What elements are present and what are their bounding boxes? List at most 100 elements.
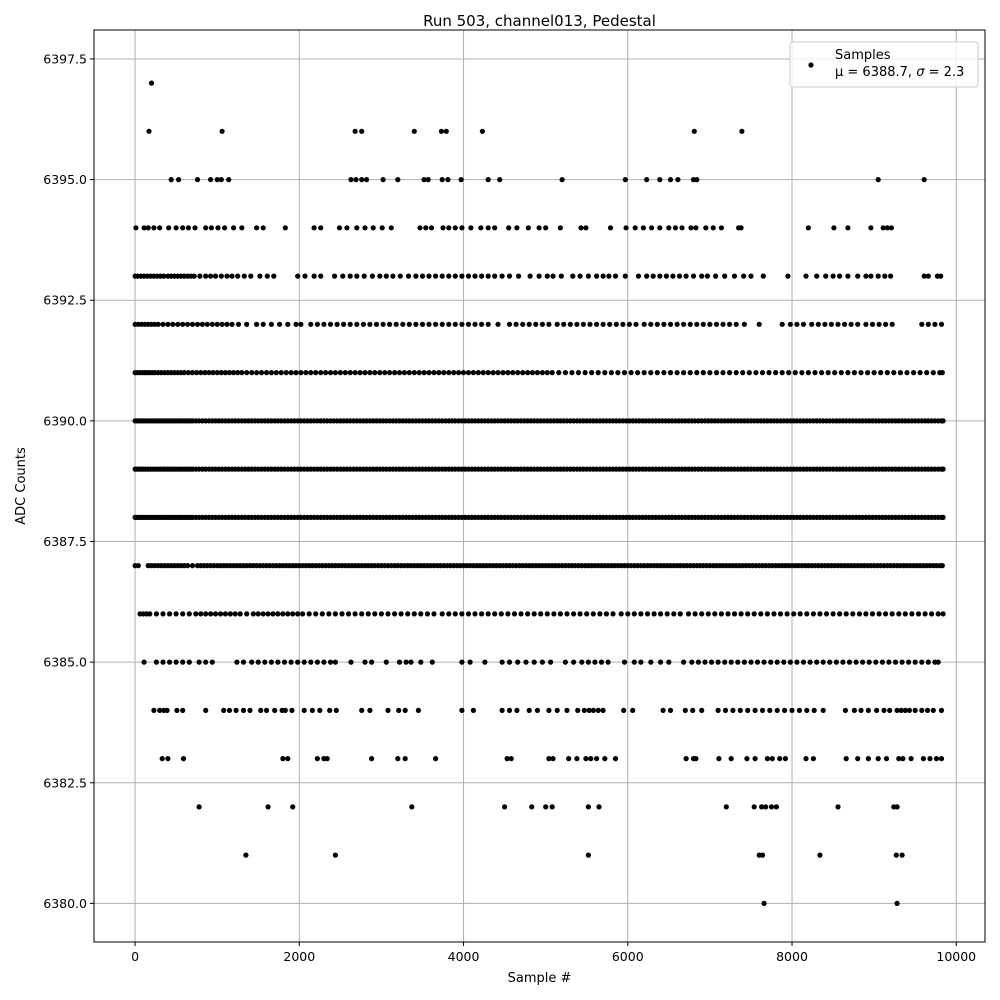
data-point [360,321,366,327]
data-point [185,370,191,376]
data-point [208,611,214,617]
data-point [295,273,301,279]
data-point [409,804,415,810]
data-point [235,321,242,327]
data-point [141,225,147,231]
data-point [189,370,196,376]
data-point [515,659,521,665]
y-tick-label: 6390.0 [43,413,87,428]
data-point [575,370,582,376]
data-point [421,370,427,376]
data-point [164,707,170,714]
data-point [367,707,373,714]
data-point [630,707,636,714]
data-point [800,659,807,665]
data-point [759,852,766,858]
data-point [863,611,869,617]
data-point [446,611,452,617]
data-point [667,370,674,376]
data-point [166,225,172,231]
data-point [713,370,720,376]
data-point [667,321,674,327]
data-point [785,273,791,279]
data-point [938,273,944,279]
data-point [693,756,699,762]
data-point [254,225,260,231]
data-point [666,659,672,665]
data-point [564,611,570,617]
data-point [268,370,274,376]
data-point [759,804,765,810]
data-point [353,177,359,183]
data-point [209,321,215,327]
data-point [550,273,556,279]
data-point [206,370,212,376]
data-point [814,659,820,665]
data-point [313,611,319,617]
data-point [549,804,555,810]
data-point [239,225,245,231]
data-point [467,659,473,665]
data-point [865,370,871,376]
data-point [210,370,216,376]
data-point [425,177,431,183]
data-point [687,321,693,327]
data-point [526,707,532,714]
data-point [830,611,836,617]
data-point [718,611,725,617]
data-point [803,756,809,762]
data-point [804,611,810,617]
data-point [298,370,304,376]
data-point [569,370,575,376]
data-point [889,321,895,327]
data-point [492,611,498,617]
data-point [413,321,419,327]
data-point [189,321,196,327]
y-tick-label: 6397.5 [43,51,87,66]
data-point [649,225,655,231]
data-point [681,321,687,327]
data-point [681,659,687,665]
data-point [546,707,552,714]
data-point [589,370,595,376]
data-point [865,707,872,714]
data-point [443,128,449,134]
data-point [377,273,383,279]
data-point [855,273,861,279]
data-point [699,273,705,279]
data-point [327,321,334,327]
data-point [654,370,660,376]
data-point [539,321,546,327]
data-point [570,273,576,279]
data-point [939,563,945,569]
data-point [579,659,585,665]
data-point [786,370,792,376]
data-point [853,659,859,665]
data-point [622,273,628,279]
data-point [912,659,918,665]
data-point [883,611,889,617]
data-point [495,321,501,327]
data-point [594,321,600,327]
data-point [441,370,447,376]
data-point [222,225,228,231]
data-point [925,273,931,279]
data-point [321,659,327,665]
data-point [875,756,881,762]
data-point [446,225,452,231]
data-point [875,177,881,183]
data-point [683,273,689,279]
data-point [175,321,181,327]
data-point [888,225,895,231]
data-point [873,659,879,665]
data-point [641,321,647,327]
data-point [283,370,289,376]
data-point [185,563,191,569]
data-point [359,611,365,617]
data-point [396,707,402,714]
data-point [525,225,532,231]
data-point [679,225,685,231]
data-point [585,659,592,665]
data-point [379,225,385,231]
data-point [615,370,621,376]
